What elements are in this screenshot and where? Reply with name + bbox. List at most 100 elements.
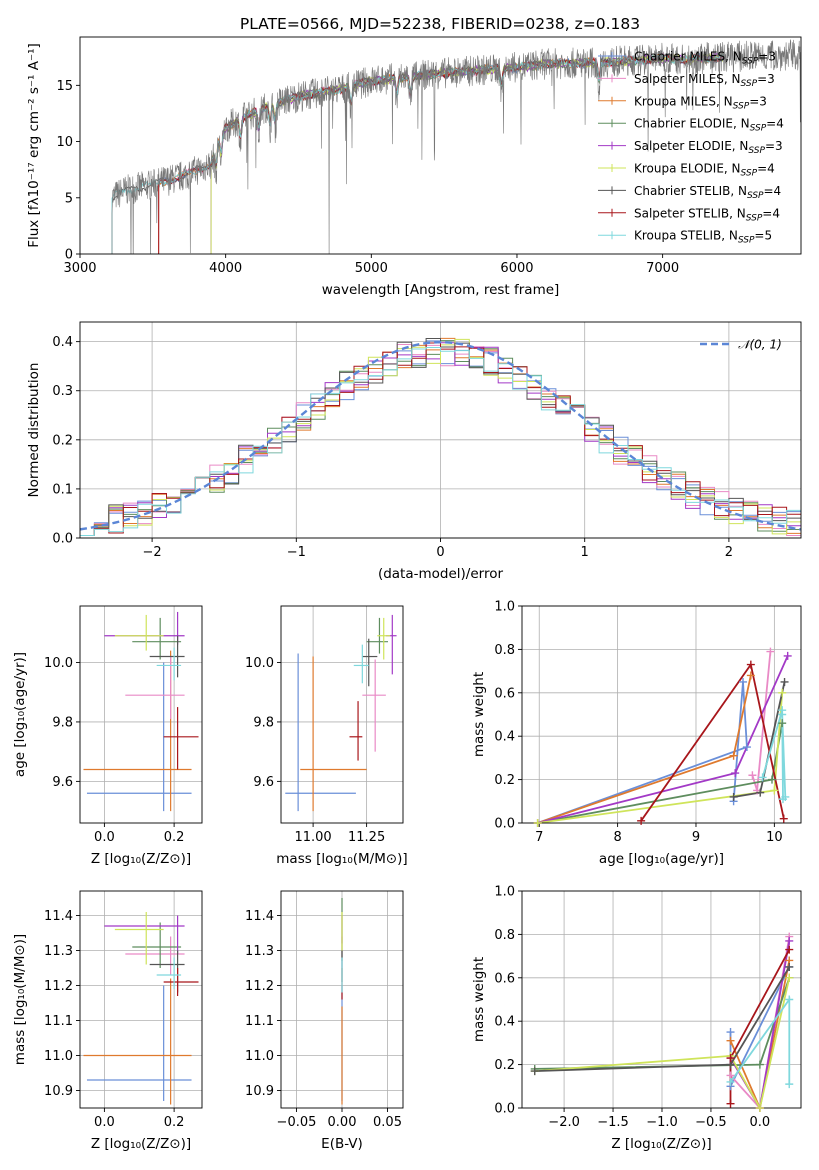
weight-point-marker <box>726 1099 735 1108</box>
panel-spectrum: 3000 4000 5000 6000 7000 0 5 10 15 wavelength [An… <box>26 36 802 298</box>
y-tick-label: 9.8 <box>52 715 73 730</box>
plot-area <box>80 337 801 536</box>
x-tick-label: −2 <box>143 545 162 560</box>
weight-point-marker <box>731 769 740 778</box>
weight-point-marker <box>637 816 646 825</box>
x-axis-label: mass [log₁₀(M/M⊙)] <box>276 851 407 867</box>
y-tick-label: 9.8 <box>253 715 274 730</box>
legend-label-subscript: SSP <box>741 169 758 179</box>
weight-point-marker <box>778 710 787 719</box>
x-tick-label: 0.0 <box>94 830 115 845</box>
weight-point-marker <box>785 962 794 971</box>
plot-area <box>83 912 199 1105</box>
x-tick-label: 0.05 <box>373 1115 402 1130</box>
y-tick-label: 11.4 <box>245 909 274 924</box>
y-tick-label: 9.6 <box>52 775 73 790</box>
weight-point-marker <box>780 677 789 686</box>
x-tick-label: −1 <box>287 545 306 560</box>
y-tick-label: 11.1 <box>245 1014 274 1029</box>
plot-area <box>83 611 199 812</box>
x-tick-label: 11.25 <box>348 830 385 845</box>
legend-label-subscript: SSP <box>742 57 759 67</box>
panel-mass-vs-ebv: −0.05 0.00 0.05 10.9 11.0 11.1 11.2 11.3 11.4 E(B… <box>245 890 404 1152</box>
weight-point-marker <box>748 771 757 780</box>
legend-label: Kroupa STELIB, NSSP=5 <box>634 229 772 246</box>
weight-point-marker <box>785 995 794 1004</box>
x-tick-label: −1.0 <box>646 1115 678 1130</box>
y-tick-label: 0.4 <box>52 335 73 350</box>
x-axis-label: Z [log₁₀(Z/Z⊙)] <box>91 851 191 867</box>
weight-point-marker <box>783 651 792 660</box>
legend-label-tail: =3 <box>757 72 775 86</box>
x-tick-label: 3000 <box>63 261 96 276</box>
x-tick-label: 2 <box>725 545 733 560</box>
y-tick-label: 1.0 <box>494 600 515 615</box>
legend-label: Salpeter ELODIE, NSSP=3 <box>634 139 783 156</box>
weight-point-marker <box>739 677 748 686</box>
y-tick-label: 0.4 <box>494 1015 515 1030</box>
y-axis-label: mass weight <box>471 672 487 757</box>
y-axis-label: mass weight <box>471 957 487 1042</box>
y-tick-label: 11.1 <box>44 1014 73 1029</box>
y-tick-label: 15 <box>56 79 73 94</box>
legend-label-subscript: SSP <box>750 124 767 134</box>
y-tick-label: 1.0 <box>494 885 515 900</box>
weight-point-marker <box>758 773 767 782</box>
y-tick-label: 0.2 <box>494 773 515 788</box>
legend-label: Salpeter STELIB, NSSP=4 <box>634 206 780 223</box>
weight-point-marker <box>770 786 779 795</box>
weight-point-marker <box>530 1067 539 1076</box>
legend-label-subscript: SSP <box>748 146 765 156</box>
legend-label: 𝒩(0, 1) <box>738 338 782 352</box>
y-tick-label: 0.2 <box>494 1058 515 1073</box>
x-axis-label: Z [log₁₀(Z/Z⊙)] <box>91 1136 191 1152</box>
axes-frame <box>280 890 404 1109</box>
x-tick-label: 0.2 <box>164 830 185 845</box>
weight-point-marker <box>768 775 777 784</box>
weight-point-marker <box>755 1104 764 1112</box>
y-tick-label: 10.9 <box>245 1084 274 1099</box>
y-tick-label: 11.0 <box>44 1049 73 1064</box>
x-tick-label: 0.00 <box>328 1115 357 1130</box>
model-spectrum-line <box>111 52 725 254</box>
legend-label-tail: =3 <box>765 139 783 153</box>
weight-point-marker <box>778 688 787 697</box>
weight-point-marker <box>778 719 787 728</box>
y-axis-label: Flux [fλ10⁻¹⁷ erg cm⁻² s⁻¹ A⁻¹] <box>26 43 42 248</box>
data-spectrum-line <box>111 39 801 254</box>
axes-frame <box>521 890 802 1109</box>
x-tick-label: 5000 <box>355 261 388 276</box>
legend-label-text: Salpeter ELODIE, N <box>634 139 748 153</box>
y-tick-label: 10.0 <box>44 656 73 671</box>
weight-point-marker <box>785 936 794 945</box>
weight-point-marker <box>746 671 755 680</box>
plot-area <box>111 39 801 254</box>
legend-label: Chabrier STELIB, NSSP=4 <box>634 184 781 201</box>
y-tick-label: 10.9 <box>44 1084 73 1099</box>
legend-label-tail: =4 <box>762 206 780 220</box>
legend-label: Salpeter MILES, NSSP=3 <box>634 72 775 89</box>
axes-frame <box>79 890 203 1109</box>
legend-label-text: Kroupa MILES, N <box>634 94 733 108</box>
y-tick-label: 0.8 <box>494 643 515 658</box>
legend-label: Kroupa ELODIE, NSSP=4 <box>634 162 775 179</box>
legend-label-tail: =3 <box>749 94 767 108</box>
weight-series-line <box>537 681 748 823</box>
panel-weight-vs-age: 7 8 9 10 0.0 0.2 0.4 0.6 0.8 1.0 age [log₁₀(age/yr… <box>471 600 802 867</box>
y-tick-label: 10 <box>56 135 73 150</box>
x-axis-label: (data-model)/error <box>378 566 504 582</box>
model-spectrum-line <box>111 52 724 254</box>
weight-point-marker <box>533 819 542 827</box>
weight-point-marker <box>742 743 751 752</box>
x-tick-label: 11.00 <box>294 830 331 845</box>
x-tick-label: 1 <box>581 545 589 560</box>
normal-reference-curve <box>80 340 801 531</box>
x-axis-label: Z [log₁₀(Z/Z⊙)] <box>611 1136 711 1152</box>
legend-label-text: Salpeter MILES, N <box>634 72 741 86</box>
x-tick-label: −0.5 <box>695 1115 727 1130</box>
plot-area <box>285 614 397 812</box>
weight-point-marker <box>779 814 788 823</box>
x-tick-label: 0 <box>436 545 444 560</box>
legend-label: Chabrier MILES, NSSP=3 <box>634 50 776 67</box>
y-tick-label: 0.2 <box>52 433 73 448</box>
